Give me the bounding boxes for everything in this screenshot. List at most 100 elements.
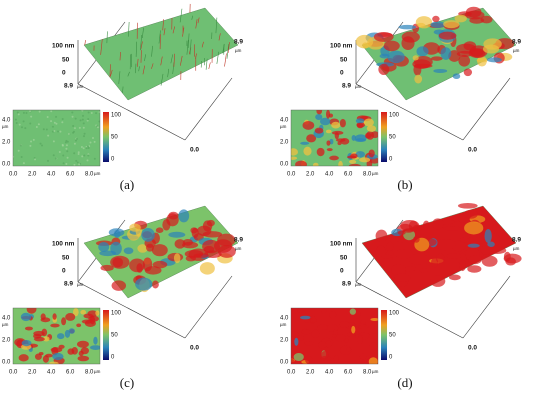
heatmap-feature — [293, 353, 304, 361]
surface-spike — [160, 56, 163, 66]
heatmap-feature — [58, 151, 61, 154]
heatmap-feature — [52, 154, 55, 157]
heatmap-feature — [38, 110, 41, 113]
heatmap-feature — [65, 163, 68, 166]
heatmap-feature — [81, 155, 84, 158]
surface-spike — [215, 17, 218, 34]
surface-feature — [505, 257, 516, 266]
heatmap-feature — [82, 114, 85, 117]
surface-feature — [484, 218, 494, 232]
surface-feature — [487, 241, 495, 248]
heatmap-feature — [90, 111, 93, 114]
surface-spike — [142, 65, 146, 75]
heatmap-feature — [291, 156, 298, 160]
heatmap-feature — [303, 146, 312, 156]
x-tick-label: 8.0 — [85, 172, 94, 178]
y-tick-label: 4.0 — [2, 118, 11, 124]
surface-feature — [391, 264, 406, 277]
heatmap-feature — [350, 153, 358, 159]
surface-feature — [454, 14, 467, 23]
heatmap-feature — [71, 115, 74, 118]
x-tick-label: 8.0 — [85, 370, 94, 376]
heatmap-feature — [67, 348, 75, 355]
heatmap-feature — [51, 125, 54, 128]
axis-line — [462, 275, 511, 339]
heatmap-feature — [306, 134, 317, 143]
heatmap-feature — [95, 112, 98, 115]
heatmap-feature — [93, 336, 98, 345]
axis-line — [77, 83, 186, 141]
surface-feature — [137, 244, 148, 253]
surface-feature — [469, 17, 485, 24]
surface-spike — [160, 73, 164, 86]
heatmap-feature — [76, 161, 79, 164]
surface-feature — [378, 63, 390, 76]
heatmap-frame — [12, 307, 101, 365]
surface-spike — [186, 40, 189, 55]
y-tick-label: 2.0 — [280, 338, 289, 344]
x-tick-label: 6.0 — [344, 370, 353, 376]
heatmap-feature — [359, 157, 371, 163]
surface-feature — [483, 38, 502, 50]
axis-line — [355, 281, 464, 339]
surface-feature — [412, 55, 419, 61]
heatmap-frame — [290, 307, 379, 365]
heatmap-feature — [52, 352, 64, 361]
surface-feature — [476, 58, 488, 63]
heatmap-feature — [77, 355, 90, 362]
axis-origin-label: 0.0 — [468, 345, 477, 352]
surface-spike — [151, 63, 154, 69]
surface-feature — [430, 56, 443, 61]
axis-origin-label: 0.0 — [468, 147, 477, 154]
heatmap-feature — [291, 359, 296, 364]
heatmap-feature — [62, 162, 65, 165]
heatmap-feature — [314, 127, 324, 134]
heatmap-feature — [355, 151, 365, 158]
heatmap-feature — [71, 111, 74, 114]
x-unit: µm — [372, 369, 379, 374]
surface-feature — [487, 247, 507, 255]
heatmap-feature — [18, 354, 29, 362]
surface-feature — [463, 68, 473, 77]
surface-feature — [486, 57, 502, 63]
z-tick-label: 100 nm — [52, 241, 75, 248]
heatmap-texture — [291, 110, 378, 166]
surface-spike — [197, 17, 200, 24]
heatmap-feature — [359, 353, 367, 360]
x-tick-label: 8.0 — [363, 172, 372, 178]
axis-origin-label: 0.0 — [190, 147, 199, 154]
heatmap-feature — [370, 317, 378, 321]
axis-origin-label: 0.0 — [190, 345, 199, 352]
surface-feature — [129, 258, 146, 273]
heatmap-feature — [78, 126, 81, 129]
heatmap-feature — [325, 360, 335, 364]
heatmap-feature — [304, 341, 314, 346]
heatmap-feature — [368, 333, 378, 340]
heatmap-feature — [68, 328, 75, 334]
surface-feature — [381, 254, 392, 259]
panel-label: (c) — [120, 375, 134, 390]
heatmap-feature — [53, 121, 56, 124]
heatmap-feature — [351, 325, 356, 334]
heatmap-feature — [325, 129, 332, 134]
heatmap-feature — [312, 162, 319, 166]
axis-end-label: 8.9 — [234, 237, 243, 244]
surface-feature — [193, 253, 209, 258]
heatmap-feature — [78, 163, 81, 166]
axis-unit: µm — [513, 48, 520, 53]
heatmap-feature — [98, 120, 100, 123]
colorbar-label: 0 — [389, 355, 393, 361]
surface-feature — [151, 244, 168, 257]
heatmap-feature — [315, 113, 323, 120]
panel: 100 nm 50 0 8.9 µm 8.9 µm 0.0 100 50 0 4.0 2.0 0.0 µm 0… — [280, 6, 521, 192]
surface-spike — [170, 54, 174, 64]
heatmap-feature — [339, 118, 346, 128]
heatmap-feature — [292, 308, 298, 314]
surface-feature — [435, 239, 456, 251]
heatmap-feature — [317, 324, 328, 330]
heatmap-feature — [329, 311, 337, 319]
z-tick-label: 100 nm — [330, 43, 353, 50]
surface-feature — [467, 265, 482, 273]
surface-feature — [466, 237, 484, 245]
heatmap-feature — [98, 111, 100, 114]
